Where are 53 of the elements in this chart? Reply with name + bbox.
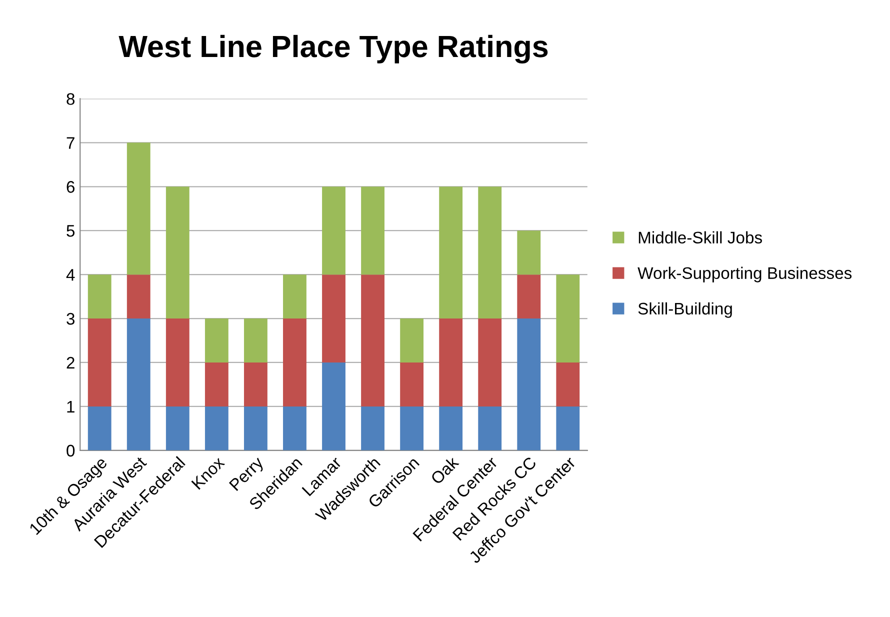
y-tick-label: 1 xyxy=(67,401,74,412)
bar xyxy=(283,274,306,319)
bar xyxy=(556,274,580,362)
y-tick-label: 6 xyxy=(66,181,75,193)
bar xyxy=(204,406,228,450)
bar xyxy=(283,406,306,450)
legend-label: Middle-Skill Jobs xyxy=(638,231,762,244)
bar xyxy=(204,362,228,406)
bar xyxy=(244,362,268,406)
legend-label: Skill-Building xyxy=(638,302,732,318)
bar xyxy=(244,318,268,362)
bar xyxy=(400,406,424,450)
y-tick-label: 5 xyxy=(66,225,75,237)
bar xyxy=(88,274,112,319)
bar xyxy=(517,318,541,450)
bar xyxy=(244,406,268,450)
bar xyxy=(166,186,190,319)
bar xyxy=(88,318,112,406)
bar xyxy=(517,274,541,319)
x-tick-label: Oak xyxy=(430,455,460,485)
bar xyxy=(322,362,346,450)
bar xyxy=(88,406,112,450)
y-tick-label: 4 xyxy=(66,269,75,281)
y-tick-label: 8 xyxy=(66,93,75,105)
bar xyxy=(400,318,424,362)
bar xyxy=(478,186,502,319)
y-tick-label: 0 xyxy=(66,444,75,457)
bar xyxy=(556,406,580,450)
bar xyxy=(204,318,228,362)
bar xyxy=(478,318,502,406)
bar xyxy=(400,362,424,406)
chart-title: West Line Place Type Ratings xyxy=(118,34,548,64)
bar xyxy=(439,318,463,406)
bar xyxy=(361,274,384,406)
bar xyxy=(361,406,384,450)
y-tick-label: 7 xyxy=(66,137,74,149)
bar xyxy=(126,142,150,275)
legend-label: Work-Supporting Businesses xyxy=(638,266,852,282)
bar xyxy=(517,230,541,275)
y-tick-label: 2 xyxy=(66,356,74,369)
bar xyxy=(126,318,150,450)
bar xyxy=(283,318,306,406)
bar xyxy=(361,186,384,275)
bar xyxy=(556,362,580,406)
bar xyxy=(166,406,190,450)
bar xyxy=(322,186,346,275)
bar xyxy=(439,186,463,319)
bar xyxy=(478,406,502,450)
bar xyxy=(166,318,190,406)
y-tick-label: 3 xyxy=(66,312,75,325)
bar xyxy=(126,274,150,319)
bar xyxy=(439,406,463,450)
bar xyxy=(322,274,346,362)
